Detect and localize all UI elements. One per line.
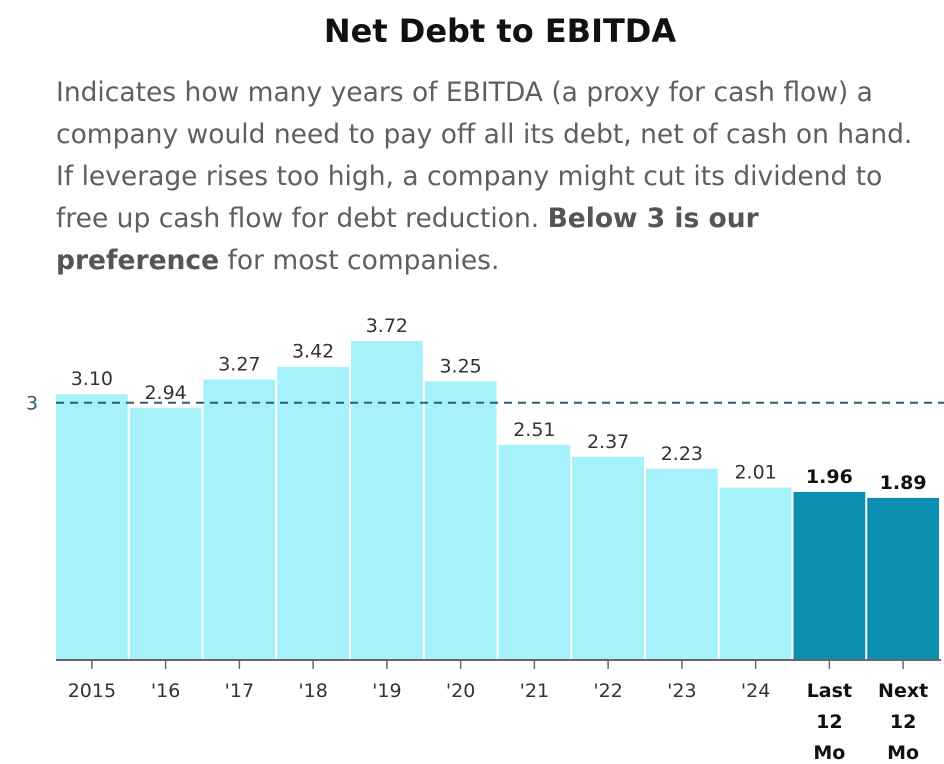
- bar-value-label-5: 3.25: [439, 355, 481, 377]
- bar-value-label-6: 2.51: [513, 419, 555, 441]
- x-tick-label-8: '23: [667, 680, 696, 702]
- bar-value-label-1: 2.94: [144, 382, 186, 404]
- chart-description: Indicates how many years of EBITDA (a pr…: [56, 72, 916, 282]
- bar-6: [498, 444, 571, 660]
- bar-7: [572, 456, 644, 660]
- x-tick-label-0: 2015: [68, 680, 116, 702]
- bar-4: [351, 341, 423, 660]
- bar-value-label-0: 3.10: [71, 368, 113, 390]
- bar-10: [793, 491, 866, 660]
- bar-2: [203, 379, 276, 660]
- bar-value-label-9: 2.01: [734, 462, 776, 484]
- bar-value-label-7: 2.37: [587, 431, 629, 453]
- x-tick-label-5: '20: [446, 680, 475, 702]
- x-tick-label-7: '22: [593, 680, 622, 702]
- x-tick-label-9: '24: [741, 680, 770, 702]
- bar-0: [56, 394, 128, 660]
- bar-value-label-3: 3.42: [292, 341, 334, 363]
- bar-1: [129, 407, 202, 660]
- x-tick-label-4: '19: [372, 680, 401, 702]
- bar-3: [277, 366, 349, 660]
- chart-title: Net Debt to EBITDA: [323, 12, 677, 50]
- bar-5: [424, 381, 497, 660]
- description-text-end: for most companies.: [219, 245, 500, 276]
- description-emphasis: Below 3 is our preference: [56, 203, 759, 276]
- bar-8: [646, 468, 718, 660]
- x-tick-label-11: Next 12 Mo: [878, 680, 928, 764]
- bar-value-label-4: 3.72: [366, 315, 408, 337]
- reference-line-label: 3: [26, 393, 38, 415]
- bar-value-label-8: 2.23: [661, 443, 703, 465]
- bar-value-label-11: 1.89: [880, 472, 927, 494]
- x-tick-label-6: '21: [520, 680, 549, 702]
- description-text: Indicates how many years of EBITDA (a pr…: [56, 77, 913, 234]
- bar-value-label-10: 1.96: [806, 466, 853, 488]
- bar-11: [867, 497, 939, 660]
- bar-value-label-2: 3.27: [218, 354, 260, 376]
- x-tick-label-1: '16: [151, 680, 180, 702]
- x-tick-label-2: '17: [225, 680, 254, 702]
- bar-9: [719, 487, 792, 660]
- x-tick-label-3: '18: [298, 680, 327, 702]
- x-tick-label-10: Last 12 Mo: [807, 680, 852, 764]
